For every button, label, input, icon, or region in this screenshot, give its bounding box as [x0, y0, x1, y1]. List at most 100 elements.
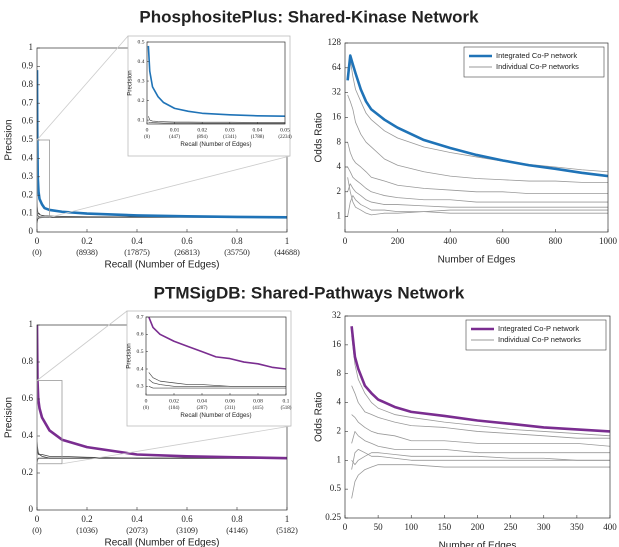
y-tick-label: 2: [337, 186, 342, 196]
x-tick-sublabel: (8938): [76, 248, 98, 257]
x-tick-sublabel: (1036): [76, 526, 98, 535]
legend-label: Individual Co-P networks: [498, 335, 581, 344]
x-tick-label: 250: [504, 522, 518, 532]
y-tick-label: 2: [337, 425, 342, 435]
individual-line: [351, 464, 610, 499]
section-title: PTMSigDB: Shared-Pathways Network: [154, 283, 465, 302]
y-tick-label: 0.8: [22, 79, 34, 89]
x-tick-label: 50: [374, 522, 384, 532]
individual-line: [37, 457, 287, 464]
zoom-connector: [36, 310, 128, 381]
x-tick-label: 0.06: [225, 398, 235, 404]
x-tick-label: 0.6: [181, 236, 193, 246]
y-tick-label: 8: [337, 136, 342, 146]
legend-label: Individual Co-P networks: [496, 62, 579, 71]
x-tick-sublabel: (0): [32, 248, 42, 257]
y-tick-label: 4: [337, 397, 342, 407]
y-tick-label: 16: [332, 339, 342, 349]
x-tick-label: 0.03: [225, 127, 235, 133]
x-tick-label: 0: [35, 514, 40, 524]
zoom-connector: [49, 155, 291, 218]
x-tick-label: 0.05: [280, 127, 290, 133]
individual-line: [351, 448, 610, 470]
plot-area: [350, 326, 610, 499]
integrated-line: [350, 326, 610, 433]
plot-area: [148, 317, 286, 389]
x-tick-label: 400: [443, 236, 457, 246]
individual-line: [351, 431, 610, 454]
y-tick-label: 0.2: [138, 98, 145, 104]
y-tick-label: 0: [29, 504, 34, 514]
y-tick-label: 0.1: [22, 208, 33, 218]
x-axis-label: Recall (Number of Edges): [180, 141, 251, 148]
x-tick-label: 350: [570, 522, 584, 532]
x-tick-label: 400: [603, 522, 617, 532]
plot-area: [37, 325, 287, 464]
y-tick-label: 0.4: [22, 152, 34, 162]
axes-frame: [145, 316, 287, 396]
x-tick-label: 0.8: [231, 236, 243, 246]
axes-frame: [146, 41, 286, 125]
x-tick-label: 0.02: [169, 398, 179, 404]
x-tick-label: 0: [35, 236, 40, 246]
x-tick-label: 0: [343, 522, 348, 532]
x-tick-sublabel: (894): [197, 135, 208, 140]
y-tick-label: 0.2: [22, 189, 33, 199]
x-tick-label: 0.1: [283, 398, 290, 404]
x-tick-sublabel: (518): [281, 406, 292, 411]
zoom-region: [36, 139, 50, 218]
inset-background: [126, 310, 292, 427]
x-tick-sublabel: (44688): [274, 248, 300, 257]
y-tick-label: 32: [332, 310, 341, 320]
x-tick-label: 0.6: [181, 514, 193, 524]
x-tick-label: 0.04: [197, 398, 207, 404]
x-axis-label: Number of Edges: [439, 541, 517, 547]
legend-box: [463, 46, 605, 78]
y-tick-label: 0.4: [137, 366, 144, 372]
x-tick-label: 0.02: [197, 127, 207, 133]
integrated-line: [147, 45, 285, 117]
y-axis-label: Odds Ratio: [314, 112, 325, 162]
y-tick-label: 0.5: [330, 483, 342, 493]
y-tick-label: 0.3: [138, 78, 145, 84]
legend-label: Integrated Co-P network: [498, 324, 579, 333]
x-tick-label: 0.4: [131, 236, 143, 246]
x-tick-sublabel: (3109): [176, 526, 198, 535]
x-tick-label: 150: [438, 522, 452, 532]
x-tick-label: 0.2: [81, 514, 92, 524]
y-axis-label: Precision: [4, 119, 15, 160]
x-tick-label: 200: [391, 236, 405, 246]
individual-line: [351, 385, 610, 439]
y-tick-label: 1: [29, 42, 34, 52]
y-tick-label: 0.3: [137, 384, 144, 390]
y-tick-label: 8: [337, 368, 342, 378]
y-tick-label: 32: [332, 87, 341, 97]
individual-line: [351, 452, 610, 466]
y-axis-label: Precision: [125, 343, 132, 369]
x-axis-label: Recall (Number of Edges): [104, 260, 219, 271]
y-tick-label: 0.2: [22, 467, 33, 477]
x-tick-label: 200: [471, 522, 485, 532]
x-tick-sublabel: (104): [169, 406, 180, 411]
inset-background: [127, 35, 291, 157]
y-tick-label: 0.9: [22, 60, 34, 70]
y-axis-label: Precision: [4, 397, 15, 438]
y-tick-label: 0.5: [137, 349, 144, 355]
y-tick-label: 1: [337, 454, 342, 464]
x-tick-sublabel: (415): [253, 406, 264, 411]
y-tick-label: 0.5: [138, 39, 145, 45]
y-tick-label: 0.4: [138, 59, 145, 65]
y-tick-label: 0.6: [22, 116, 34, 126]
y-axis-label: Odds Ratio: [314, 392, 325, 442]
x-axis-label: Recall (Number of Edges): [104, 538, 219, 547]
legend-box: [465, 319, 607, 351]
y-tick-label: 0.7: [22, 97, 34, 107]
x-tick-label: 0.04: [253, 127, 263, 133]
x-tick-label: 0.01: [170, 127, 180, 133]
y-tick-label: 0: [29, 226, 34, 236]
y-tick-label: 1: [29, 319, 34, 329]
x-tick-sublabel: (2234): [278, 135, 292, 140]
individual-line: [347, 183, 608, 208]
x-tick-label: 0: [146, 127, 149, 133]
individual-line: [347, 166, 608, 203]
